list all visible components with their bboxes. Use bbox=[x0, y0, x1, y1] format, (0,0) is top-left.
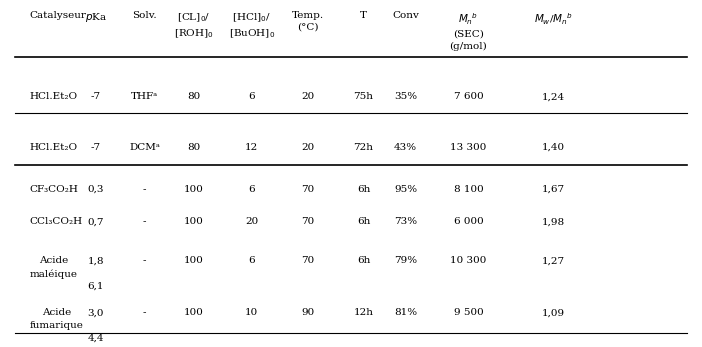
Text: Temp.
(°C): Temp. (°C) bbox=[291, 11, 324, 32]
Text: [HCl]$_0$/
[BuOH]$_0$: [HCl]$_0$/ [BuOH]$_0$ bbox=[229, 11, 274, 40]
Text: 100: 100 bbox=[184, 308, 204, 318]
Text: -7: -7 bbox=[91, 92, 101, 101]
Text: 12h: 12h bbox=[354, 308, 373, 318]
Text: -7: -7 bbox=[91, 143, 101, 152]
Text: -: - bbox=[143, 185, 147, 194]
Text: 1,67: 1,67 bbox=[542, 185, 565, 194]
Text: Solv.: Solv. bbox=[133, 11, 157, 20]
Text: 0,7: 0,7 bbox=[88, 218, 104, 227]
Text: 80: 80 bbox=[187, 143, 200, 152]
Text: 10 300: 10 300 bbox=[450, 256, 486, 265]
Text: 0,3: 0,3 bbox=[88, 185, 104, 194]
Text: 81%: 81% bbox=[394, 308, 417, 318]
Text: 13 300: 13 300 bbox=[450, 143, 486, 152]
Text: 20: 20 bbox=[245, 218, 258, 227]
Text: $p$Ka: $p$Ka bbox=[85, 11, 107, 24]
Text: HCl.Et₂O: HCl.Et₂O bbox=[29, 92, 77, 101]
Text: T: T bbox=[360, 11, 367, 20]
Text: 6: 6 bbox=[249, 185, 255, 194]
Text: 72h: 72h bbox=[354, 143, 373, 152]
Text: $M_n$$^b$
(SEC)
(g/mol): $M_n$$^b$ (SEC) (g/mol) bbox=[449, 11, 487, 51]
Text: 70: 70 bbox=[301, 256, 314, 265]
Text: 79%: 79% bbox=[394, 256, 417, 265]
Text: 1,8

6,1: 1,8 6,1 bbox=[88, 256, 104, 290]
Text: 6h: 6h bbox=[357, 218, 370, 227]
Text: -: - bbox=[143, 308, 147, 318]
Text: 80: 80 bbox=[187, 92, 200, 101]
Text: 6h: 6h bbox=[357, 256, 370, 265]
Text: 90: 90 bbox=[301, 308, 314, 318]
Text: 8 100: 8 100 bbox=[453, 185, 484, 194]
Text: Catalyseur: Catalyseur bbox=[29, 11, 86, 20]
Text: 6 000: 6 000 bbox=[453, 218, 484, 227]
Text: 73%: 73% bbox=[394, 218, 417, 227]
Text: HCl.Et₂O: HCl.Et₂O bbox=[29, 143, 77, 152]
Text: Acide
fumarique: Acide fumarique bbox=[29, 308, 84, 330]
Text: 6: 6 bbox=[249, 256, 255, 265]
Text: 6: 6 bbox=[249, 92, 255, 101]
Text: $M_w$/$M_n$$^b$: $M_w$/$M_n$$^b$ bbox=[534, 11, 574, 27]
Text: 1,24: 1,24 bbox=[542, 92, 565, 101]
Text: CF₃CO₂H: CF₃CO₂H bbox=[29, 185, 78, 194]
Text: 7 600: 7 600 bbox=[453, 92, 484, 101]
Text: 6h: 6h bbox=[357, 185, 370, 194]
Text: CCl₃CO₂H: CCl₃CO₂H bbox=[29, 218, 82, 227]
Text: 75h: 75h bbox=[354, 92, 373, 101]
Text: 70: 70 bbox=[301, 185, 314, 194]
Text: 20: 20 bbox=[301, 143, 314, 152]
Text: THFᵃ: THFᵃ bbox=[131, 92, 159, 101]
Text: 1,09: 1,09 bbox=[542, 308, 565, 318]
Text: 3,0

4,4: 3,0 4,4 bbox=[88, 308, 104, 342]
Text: 100: 100 bbox=[184, 256, 204, 265]
Text: [CL]$_0$/
[ROH]$_0$: [CL]$_0$/ [ROH]$_0$ bbox=[174, 11, 213, 40]
Text: 100: 100 bbox=[184, 185, 204, 194]
Text: -: - bbox=[143, 218, 147, 227]
Text: 10: 10 bbox=[245, 308, 258, 318]
Text: Conv: Conv bbox=[392, 11, 419, 20]
Text: DCMᵃ: DCMᵃ bbox=[129, 143, 160, 152]
Text: -: - bbox=[143, 256, 147, 265]
Text: 35%: 35% bbox=[394, 92, 417, 101]
Text: 1,98: 1,98 bbox=[542, 218, 565, 227]
Text: 9 500: 9 500 bbox=[453, 308, 484, 318]
Text: 1,27: 1,27 bbox=[542, 256, 565, 265]
Text: 43%: 43% bbox=[394, 143, 417, 152]
Text: Acide
maléique: Acide maléique bbox=[29, 256, 77, 279]
Text: 20: 20 bbox=[301, 92, 314, 101]
Text: 12: 12 bbox=[245, 143, 258, 152]
Text: 70: 70 bbox=[301, 218, 314, 227]
Text: 100: 100 bbox=[184, 218, 204, 227]
Text: 95%: 95% bbox=[394, 185, 417, 194]
Text: 1,40: 1,40 bbox=[542, 143, 565, 152]
